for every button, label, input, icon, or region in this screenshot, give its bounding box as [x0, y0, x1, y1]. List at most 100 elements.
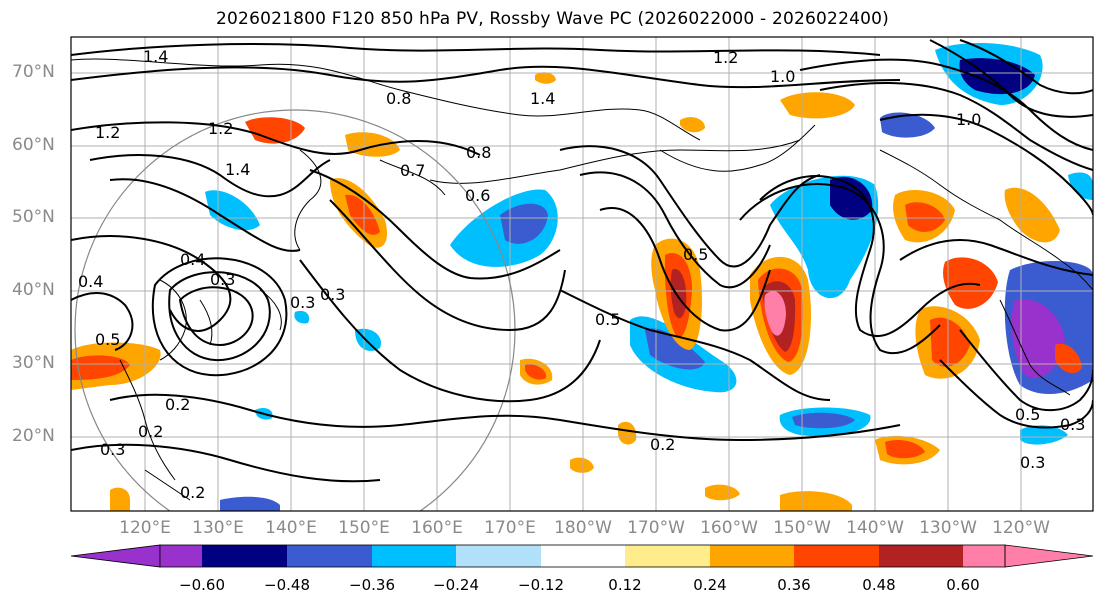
- contour-label: 0.8: [466, 143, 491, 162]
- contour-label: 0.2: [180, 483, 205, 502]
- contour-label: 0.3: [320, 285, 345, 304]
- positive-anomaly: [345, 194, 380, 235]
- negative-anomaly: [880, 112, 935, 138]
- contour-label: 0.3: [290, 293, 315, 312]
- colorbar: [70, 544, 1094, 568]
- negative-anomaly: [205, 190, 260, 231]
- lon-label: 120°E: [119, 518, 171, 538]
- lon-label: 130°E: [192, 518, 244, 538]
- colorbar-tick-label: 0.60: [946, 576, 980, 594]
- colorbar-tick-label: 0.48: [862, 576, 896, 594]
- colorbar-segment: [710, 545, 794, 567]
- pv-anomaly-fills: [71, 43, 1093, 511]
- lon-label: 160°W: [700, 518, 758, 538]
- contour-label: 0.2: [650, 435, 675, 454]
- colorbar-tick-label: 0.12: [608, 576, 642, 594]
- colorbar-segment: [625, 545, 710, 567]
- colorbar-segment: [541, 545, 625, 567]
- colorbar-min-extension: [70, 544, 161, 568]
- positive-anomaly: [670, 269, 687, 319]
- contour-label: 1.2: [208, 119, 233, 138]
- contour-label: 1.2: [713, 48, 738, 67]
- negative-anomaly: [1020, 425, 1068, 445]
- contour-label: 1.4: [530, 89, 555, 108]
- lon-label: 140°W: [846, 518, 904, 538]
- colorbar-segment: [372, 545, 456, 567]
- lat-label: 60°N: [12, 135, 55, 155]
- lon-label: 170°E: [484, 518, 536, 538]
- positive-anomaly: [110, 487, 130, 511]
- contour-label: 1.4: [143, 47, 168, 66]
- positive-anomaly: [905, 202, 945, 232]
- positive-anomaly: [525, 364, 547, 380]
- colorbar-tick-label: −0.60: [179, 576, 225, 594]
- positive-anomaly: [1004, 187, 1060, 243]
- positive-anomaly: [705, 484, 740, 501]
- positive-anomaly: [71, 355, 130, 380]
- lat-label: 20°N: [12, 426, 55, 446]
- contour-label: 0.3: [210, 270, 235, 289]
- lon-label: 180°W: [554, 518, 612, 538]
- figure-title: 2026021800 F120 850 hPa PV, Rossby Wave …: [216, 9, 889, 29]
- lon-label: 170°W: [627, 518, 685, 538]
- positive-anomaly: [780, 491, 852, 511]
- negative-anomaly: [792, 412, 855, 429]
- lon-label: 120°W: [992, 518, 1050, 538]
- positive-anomaly: [535, 72, 556, 84]
- contour-label: 1.0: [956, 110, 981, 129]
- negative-anomaly: [294, 310, 310, 324]
- colorbar-tick-label: 0.36: [777, 576, 811, 594]
- contour-label: 1.4: [225, 160, 250, 179]
- negative-anomaly: [645, 328, 705, 370]
- positive-anomaly: [930, 317, 970, 367]
- negative-anomaly: [1068, 172, 1093, 200]
- lon-label: 130°W: [919, 518, 977, 538]
- map-frame: [70, 36, 1094, 512]
- colorbar-tick-label: −0.24: [433, 576, 479, 594]
- colorbar-segment: [963, 545, 1005, 567]
- negative-anomaly: [220, 496, 280, 511]
- contour-label: 0.4: [180, 250, 205, 269]
- positive-anomaly: [618, 421, 637, 445]
- contour-label: 0.3: [100, 440, 125, 459]
- colorbar-segment: [794, 545, 879, 567]
- lat-label: 50°N: [12, 207, 55, 227]
- positive-anomaly: [680, 117, 705, 133]
- contour-label: 1.2: [95, 123, 120, 142]
- colorbar-max-extension: [1004, 544, 1094, 568]
- lon-label: 140°E: [265, 518, 317, 538]
- contour-labels: 1.4 1.2 1.0 1.2 1.4 1.2 1.4 0.8 0.8 0.7 …: [78, 47, 1085, 502]
- contour-label: 0.2: [138, 422, 163, 441]
- positive-anomaly: [570, 457, 594, 473]
- lon-label: 150°E: [338, 518, 390, 538]
- negative-anomaly: [1011, 299, 1065, 379]
- colorbar-segment: [202, 545, 287, 567]
- positive-anomaly: [245, 117, 305, 144]
- map-plot-area: [71, 37, 1093, 511]
- contour-label: 0.4: [78, 272, 103, 291]
- positive-anomaly: [764, 291, 786, 336]
- positive-anomaly: [885, 440, 925, 459]
- positive-anomaly: [780, 92, 855, 119]
- lat-label: 30°N: [12, 353, 55, 373]
- lon-label: 150°W: [773, 518, 831, 538]
- contour-label: 1.0: [770, 67, 795, 86]
- contour-label: 0.5: [95, 330, 120, 349]
- contour-label: 0.5: [595, 310, 620, 329]
- lat-label: 40°N: [12, 280, 55, 300]
- colorbar-tick-label: 0.24: [693, 576, 727, 594]
- contour-label: 0.3: [1060, 415, 1085, 434]
- colorbar-tick-label: −0.12: [518, 576, 564, 594]
- contour-label: 0.2: [165, 395, 190, 414]
- contour-label: 0.7: [400, 161, 425, 180]
- colorbar-tick-label: −0.36: [349, 576, 395, 594]
- negative-anomaly: [500, 203, 548, 244]
- contour-label: 0.5: [683, 245, 708, 264]
- lon-label: 160°E: [411, 518, 463, 538]
- colorbar-segment: [456, 545, 541, 567]
- lat-label: 70°N: [12, 62, 55, 82]
- positive-anomaly: [1055, 343, 1082, 374]
- colorbar-tick-label: −0.48: [264, 576, 310, 594]
- contour-label: 0.3: [1020, 453, 1045, 472]
